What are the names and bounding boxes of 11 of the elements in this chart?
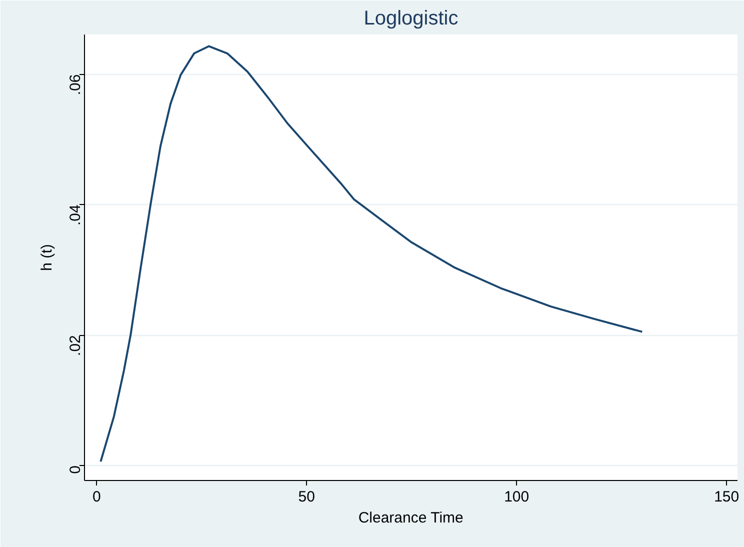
x-tick-label: 100 [504, 488, 530, 506]
x-axis-title: Clearance Time [358, 510, 464, 526]
x-tick-label: 0 [92, 488, 101, 506]
x-tick-label: 50 [298, 488, 315, 506]
y-axis-title: h (t) [38, 244, 56, 271]
x-tick-label: 150 [714, 488, 740, 506]
y-tick-label: .02 [67, 335, 84, 356]
y-tick-label: 0 [67, 466, 84, 474]
y-tick-label: .04 [67, 204, 84, 226]
chart-title: Loglogistic [364, 8, 458, 30]
y-tick-label: .06 [67, 74, 84, 96]
